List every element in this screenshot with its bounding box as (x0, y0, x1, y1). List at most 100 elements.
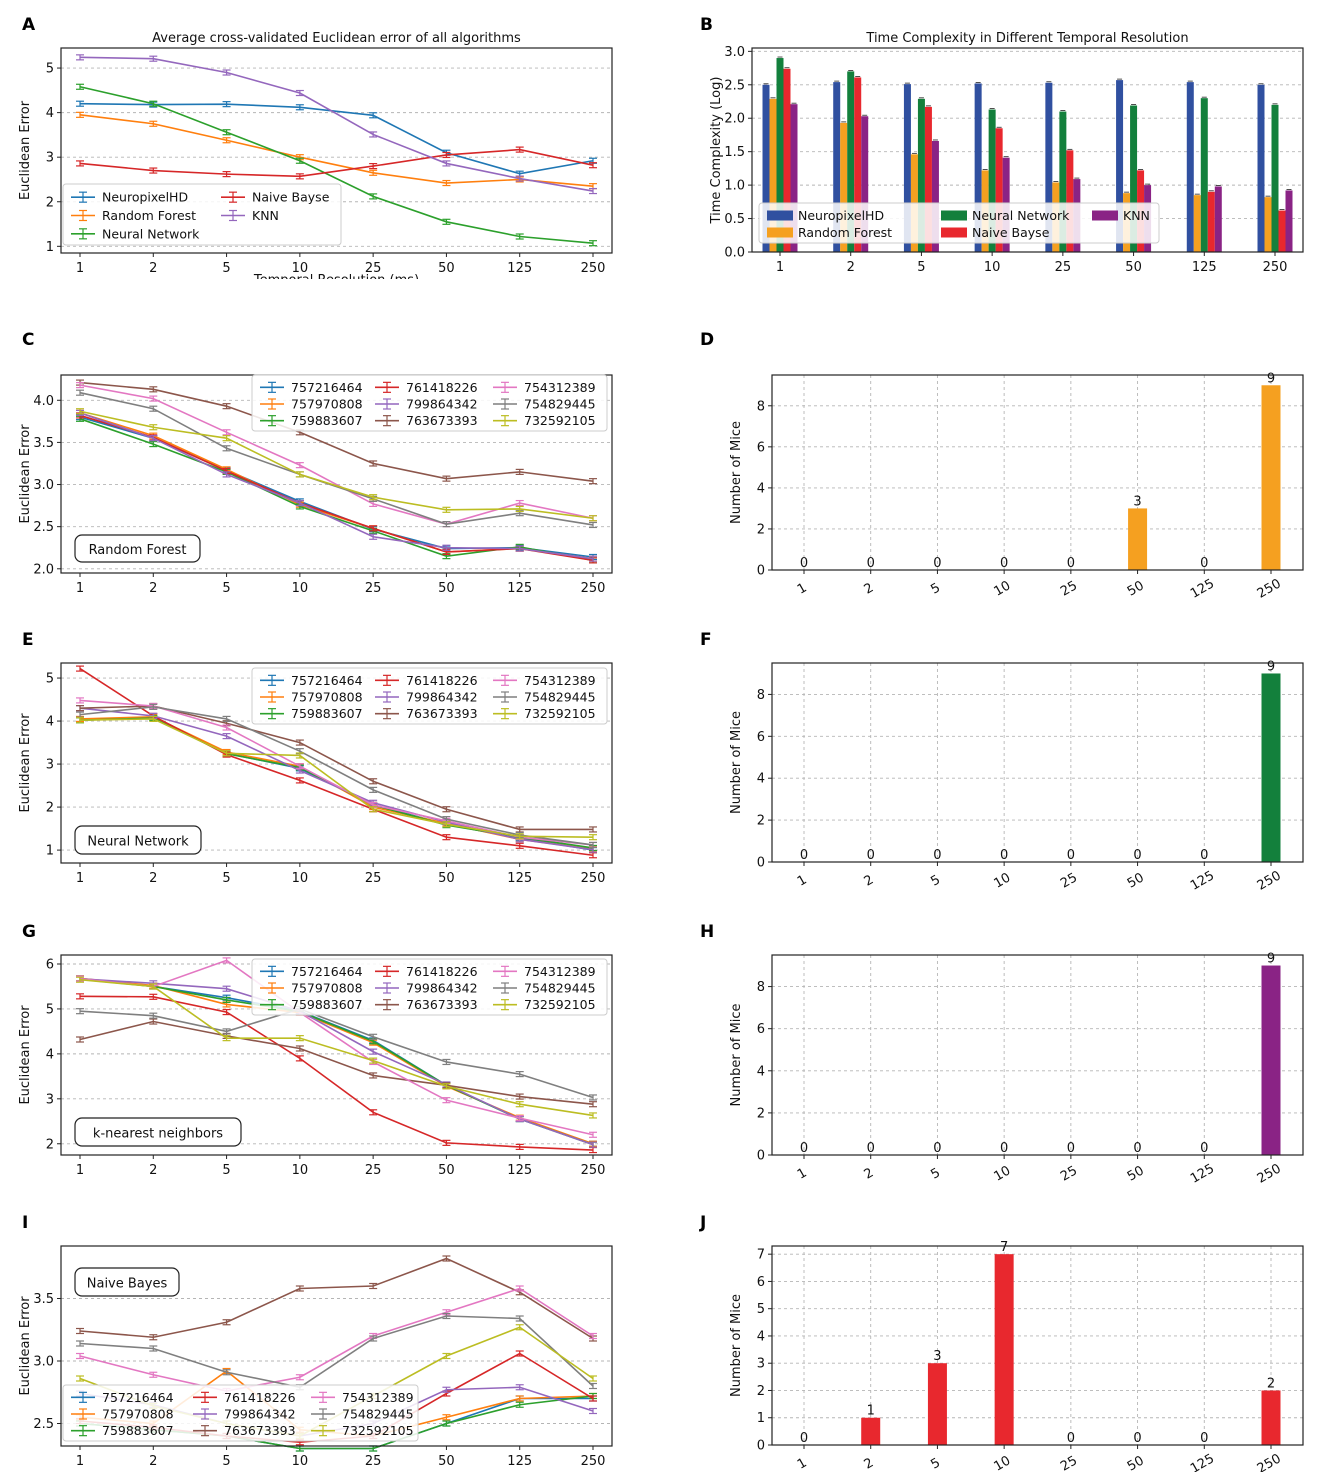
bar-value-label: 0 (1133, 1431, 1141, 1446)
data-point (369, 1282, 378, 1290)
legend-item: 799864342 (375, 981, 478, 996)
x-tick-label: 25 (1055, 260, 1072, 275)
x-tick-label: 25 (1058, 1163, 1080, 1184)
bar-rect (1271, 104, 1279, 252)
x-tick-label: 250 (581, 261, 606, 276)
bar-value-label: 9 (1267, 952, 1275, 967)
x-tick-label: 5 (928, 1165, 943, 1182)
data-point (442, 179, 451, 187)
y-axis-label: Number of Mice (729, 1294, 744, 1397)
data-point (442, 1058, 451, 1066)
legend-item: 757970808 (71, 1407, 174, 1422)
bar: 0 (1067, 1431, 1075, 1446)
legend-item: Neural Network (71, 226, 200, 241)
legend-item: 759883607 (71, 1423, 174, 1438)
bar-rect (1261, 385, 1281, 570)
bar (1045, 81, 1053, 252)
data-point (76, 1352, 84, 1360)
bar-value-label: 0 (1067, 556, 1075, 571)
legend-item: 759883607 (260, 706, 363, 721)
series-line-732592105 (79, 978, 594, 1117)
bar-rect (994, 1254, 1014, 1445)
x-tick-label: 1 (795, 872, 810, 889)
data-point (589, 240, 597, 247)
bar (1116, 78, 1124, 252)
bar (1059, 110, 1067, 252)
bar-rect (776, 58, 784, 252)
bar-rect (1066, 150, 1074, 252)
data-point (149, 440, 158, 448)
x-tick-label: 250 (581, 1163, 606, 1178)
data-point (222, 1319, 231, 1326)
x-tick-label: 125 (1188, 868, 1217, 893)
x-tick-label: 1 (776, 260, 784, 275)
legend-item: 757216464 (260, 964, 363, 979)
data-point (369, 460, 378, 467)
legend-item: 757216464 (71, 1390, 174, 1405)
bar: 0 (800, 556, 808, 571)
data-point (295, 462, 304, 469)
panel-letter-D: D (700, 330, 714, 350)
bar-rect (1264, 197, 1272, 252)
data-point (222, 171, 231, 178)
bar (762, 83, 770, 252)
x-tick-label: 5 (928, 580, 943, 597)
data-point (442, 1386, 451, 1393)
data-point (295, 1055, 304, 1062)
data-point (149, 386, 158, 393)
legend: NeuropixelHD Random Forest Neural Network N… (62, 183, 342, 246)
x-tick-label: 250 (1255, 1451, 1284, 1472)
bar (776, 56, 784, 252)
legend-label: 757970808 (291, 981, 363, 996)
data-point (149, 1334, 158, 1341)
x-tick-label: 125 (1192, 260, 1217, 275)
bar-value-label: 0 (800, 1141, 808, 1156)
data-point (515, 1101, 524, 1108)
bar-value-label: 3 (933, 1349, 941, 1364)
bar: 0 (800, 848, 808, 863)
legend-item: 732592105 (493, 997, 596, 1012)
bar (847, 70, 855, 252)
legend-swatch (1092, 210, 1118, 221)
legend-label: 754829445 (524, 397, 596, 412)
legend-item: 799864342 (193, 1407, 296, 1422)
data-point (76, 665, 84, 672)
data-point (76, 1327, 84, 1335)
data-point (589, 1407, 597, 1415)
bar: 0 (1000, 1141, 1008, 1156)
series-line-754829445 (79, 706, 594, 846)
data-point (442, 1139, 451, 1146)
bar (931, 139, 939, 252)
x-tick-label: 25 (365, 581, 382, 596)
bar-value-label: 0 (1200, 848, 1208, 863)
series-line-754312389 (79, 959, 594, 1136)
y-tick-label: 3 (46, 1092, 54, 1107)
legend-label: Naive Bayse (252, 190, 330, 205)
x-tick-label: 125 (507, 871, 532, 886)
x-tick-label: 50 (1125, 1163, 1147, 1184)
data-point (515, 545, 524, 552)
data-point (369, 193, 378, 200)
data-point (515, 499, 524, 507)
bar-value-label: 0 (1000, 1141, 1008, 1156)
y-axis-label: Euclidean Error (18, 1005, 33, 1105)
bar: 0 (867, 556, 875, 571)
legend-label: 757970808 (291, 690, 363, 705)
y-tick-label: 3.0 (724, 45, 745, 60)
y-tick-label: 4 (757, 772, 765, 787)
x-tick-label: 50 (438, 261, 455, 276)
bar: 0 (1200, 1141, 1208, 1156)
y-tick-label: 2 (757, 1106, 765, 1121)
data-point (589, 1101, 597, 1108)
bar-rect (1261, 673, 1281, 862)
x-tick-label: 125 (1188, 1161, 1217, 1186)
series-line-732592105 (79, 410, 594, 520)
legend-label: 759883607 (291, 413, 363, 428)
bar-rect (988, 109, 996, 252)
data-point (295, 471, 304, 478)
bar-rect (1116, 80, 1124, 252)
x-tick-label: 2 (149, 581, 157, 596)
bar (783, 67, 791, 252)
